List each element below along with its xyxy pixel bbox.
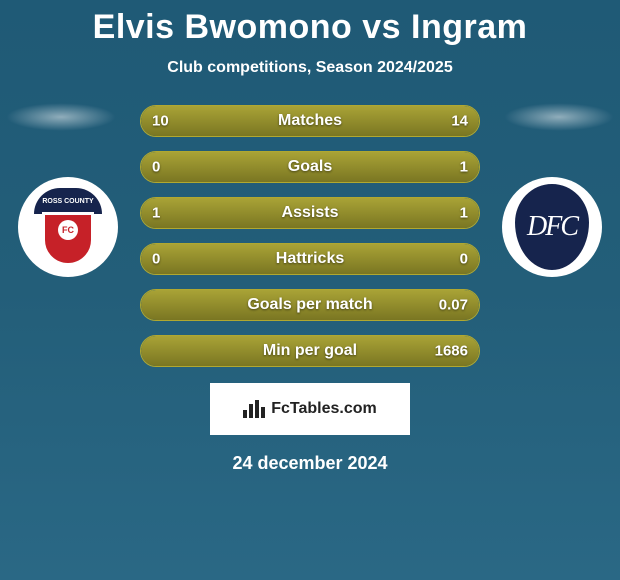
stat-row-hattricks: Hattricks 0 0	[140, 243, 480, 275]
stat-row-goals-per-match: Goals per match 0.07	[140, 289, 480, 321]
rc-badge-text: ROSS COUNTY	[42, 198, 93, 205]
dfc-badge-text: DFC	[527, 211, 577, 243]
fctables-attribution: FcTables.com	[210, 383, 410, 435]
bar-value-left: 10	[152, 113, 169, 130]
subtitle: Club competitions, Season 2024/2025	[0, 59, 620, 77]
bar-value-right: 1686	[435, 343, 468, 360]
bar-value-right: 14	[451, 113, 468, 130]
shadow-left	[6, 103, 116, 131]
stat-row-matches: Matches 10 14	[140, 105, 480, 137]
bar-label: Min per goal	[263, 342, 357, 360]
rc-fc-circle: FC	[58, 220, 78, 240]
bar-label: Hattricks	[276, 250, 344, 268]
stats-bars: Matches1014Goals01Assists11Hattricks00Go…	[140, 105, 480, 367]
bar-label: Matches	[278, 112, 342, 130]
bar-fill-right	[209, 152, 479, 182]
bar-label: Goals	[288, 158, 332, 176]
bar-value-left: 0	[152, 251, 160, 268]
bar-label: Goals per match	[247, 296, 372, 314]
ross-county-badge: ROSS COUNTY FC	[34, 188, 102, 266]
bar-value-right: 0	[460, 251, 468, 268]
stat-row-min-per-goal: Min per goal 1686	[140, 335, 480, 367]
fctables-text: FcTables.com	[271, 400, 377, 418]
stat-row-goals: Goals 0 1	[140, 151, 480, 183]
bar-value-right: 1	[460, 159, 468, 176]
bar-label: Assists	[282, 204, 339, 222]
bar-value-left: 1	[152, 205, 160, 222]
dundee-badge: DFC	[513, 182, 591, 272]
club-logo-right: DFC	[502, 177, 602, 277]
chart-area: ROSS COUNTY FC DFC Matches1014Goals01Ass…	[0, 105, 620, 367]
shadow-right	[504, 103, 614, 131]
page-title: Elvis Bwomono vs Ingram	[0, 0, 620, 47]
stat-row-assists: Assists 1 1	[140, 197, 480, 229]
bar-value-right: 0.07	[439, 297, 468, 314]
date-text: 24 december 2024	[0, 453, 620, 474]
bar-value-right: 1	[460, 205, 468, 222]
bar-value-left: 0	[152, 159, 160, 176]
fctables-icon	[243, 400, 265, 418]
club-logo-left: ROSS COUNTY FC	[18, 177, 118, 277]
